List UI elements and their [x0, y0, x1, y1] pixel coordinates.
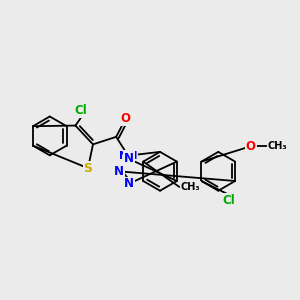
Text: N: N [114, 165, 124, 178]
Text: CH₃: CH₃ [181, 182, 200, 192]
Text: CH₃: CH₃ [267, 141, 287, 151]
Text: O: O [121, 112, 130, 125]
Text: S: S [83, 162, 92, 175]
Text: NH: NH [119, 151, 137, 160]
Text: N: N [124, 152, 134, 165]
Text: O: O [246, 140, 256, 153]
Text: N: N [124, 177, 134, 190]
Text: Cl: Cl [75, 104, 88, 117]
Text: Cl: Cl [222, 194, 235, 207]
